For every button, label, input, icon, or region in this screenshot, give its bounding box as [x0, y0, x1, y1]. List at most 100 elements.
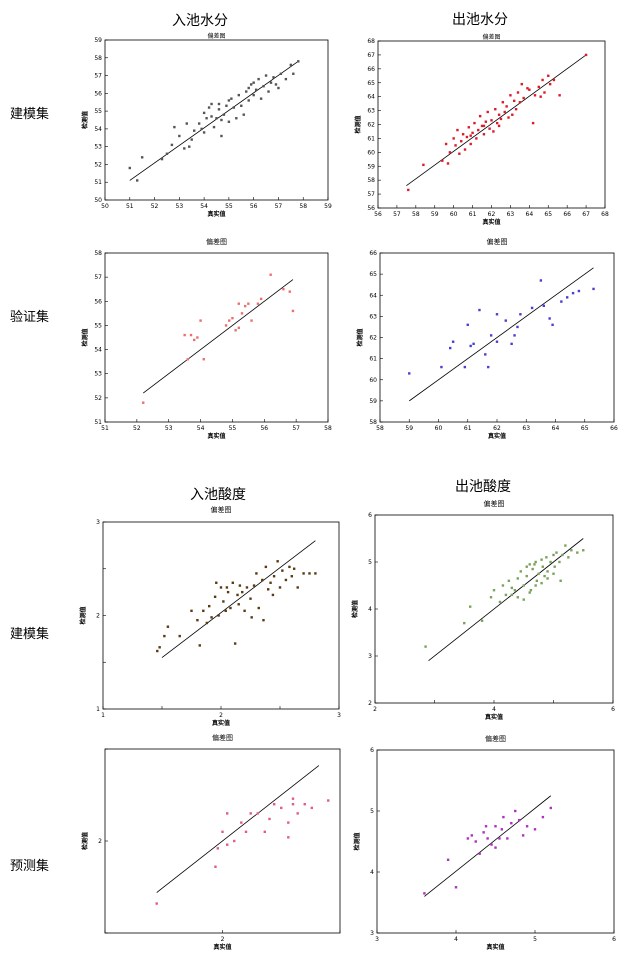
y-tick-label: 57	[94, 274, 102, 281]
y-tick-label: 52	[94, 161, 102, 168]
data-point	[287, 821, 290, 824]
data-point	[500, 828, 504, 831]
data-point	[202, 131, 206, 134]
data-point	[482, 831, 485, 834]
data-point	[501, 584, 505, 587]
data-point	[183, 147, 186, 150]
y-tick-label: 6	[368, 512, 372, 519]
data-point	[221, 830, 224, 833]
y-tick-label: 58	[369, 419, 377, 426]
row-label-water-valid: 验证集	[10, 310, 50, 325]
row-label-acid-build: 建模集	[10, 627, 50, 642]
data-point	[262, 85, 265, 88]
data-point	[513, 99, 516, 103]
x-tick-label: 53	[176, 203, 184, 210]
data-point	[489, 334, 493, 337]
data-point	[242, 113, 245, 116]
data-point	[200, 127, 203, 131]
data-point	[308, 572, 311, 575]
data-point	[310, 806, 313, 810]
data-point	[477, 128, 480, 132]
data-point	[533, 828, 537, 831]
data-point	[486, 110, 489, 114]
data-point	[461, 133, 465, 136]
data-point	[478, 852, 481, 855]
data-point	[272, 76, 275, 79]
data-point	[534, 584, 537, 587]
data-point	[178, 634, 181, 638]
x-tick-label: 56	[374, 211, 382, 218]
data-point	[537, 572, 540, 575]
data-point	[513, 589, 517, 592]
x-tick-label: 57	[292, 425, 300, 432]
data-point	[407, 188, 410, 192]
data-point	[541, 565, 544, 568]
data-point	[215, 581, 218, 584]
data-point	[267, 588, 270, 591]
x-axis-label: 真实值	[482, 218, 500, 226]
plot-title: 偏差图	[484, 499, 505, 508]
data-point	[531, 567, 534, 571]
data-point	[252, 93, 255, 97]
data-point	[216, 847, 219, 850]
data-point	[217, 102, 221, 106]
data-point	[214, 865, 217, 868]
data-point	[422, 163, 425, 167]
data-point	[516, 577, 519, 580]
data-point	[545, 556, 548, 559]
x-tick-label: 66	[610, 425, 618, 432]
data-point	[454, 144, 457, 147]
data-point	[291, 797, 295, 800]
data-point	[454, 886, 458, 889]
data-point	[190, 609, 193, 613]
data-point	[507, 579, 511, 582]
data-point	[227, 99, 231, 102]
data-point	[548, 82, 552, 86]
x-tick-label: 58	[412, 211, 420, 218]
data-point	[551, 323, 554, 327]
data-point	[213, 595, 217, 598]
data-point	[505, 105, 508, 108]
y-tick-label: 55	[94, 108, 102, 115]
data-point	[531, 121, 535, 125]
data-point	[273, 803, 276, 806]
plot-title: 偏差图	[485, 734, 506, 743]
y-tick-label: 66	[367, 66, 375, 73]
x-axis-label: 真实值	[207, 210, 225, 218]
data-point	[502, 815, 505, 819]
data-point	[469, 134, 472, 137]
data-point	[252, 81, 255, 84]
data-point	[276, 560, 279, 563]
data-point	[456, 128, 459, 132]
data-point	[514, 107, 518, 111]
data-point	[489, 596, 493, 599]
data-point	[247, 86, 250, 90]
x-tick-label: 6	[612, 936, 616, 943]
y-tick-label: 2	[98, 838, 102, 845]
fit-line	[409, 267, 594, 402]
data-point	[460, 140, 463, 143]
y-tick-label: 50	[94, 197, 102, 204]
data-point	[250, 319, 253, 322]
data-point	[570, 549, 573, 552]
data-point	[264, 565, 268, 569]
x-tick-label: 2	[219, 712, 223, 719]
x-tick-label: 4	[492, 706, 496, 713]
data-point	[208, 604, 211, 608]
data-point	[473, 121, 476, 125]
data-point	[511, 113, 514, 116]
data-point	[222, 113, 226, 116]
y-tick-label: 62	[369, 335, 377, 342]
y-tick-label: 3	[96, 519, 100, 526]
y-tick-label: 58	[94, 250, 102, 257]
data-point	[128, 166, 131, 170]
data-point	[535, 579, 539, 582]
data-point	[560, 300, 563, 303]
data-point	[210, 102, 213, 106]
data-point	[259, 297, 263, 301]
data-point	[234, 329, 237, 332]
y-tick-label: 57	[367, 191, 375, 198]
